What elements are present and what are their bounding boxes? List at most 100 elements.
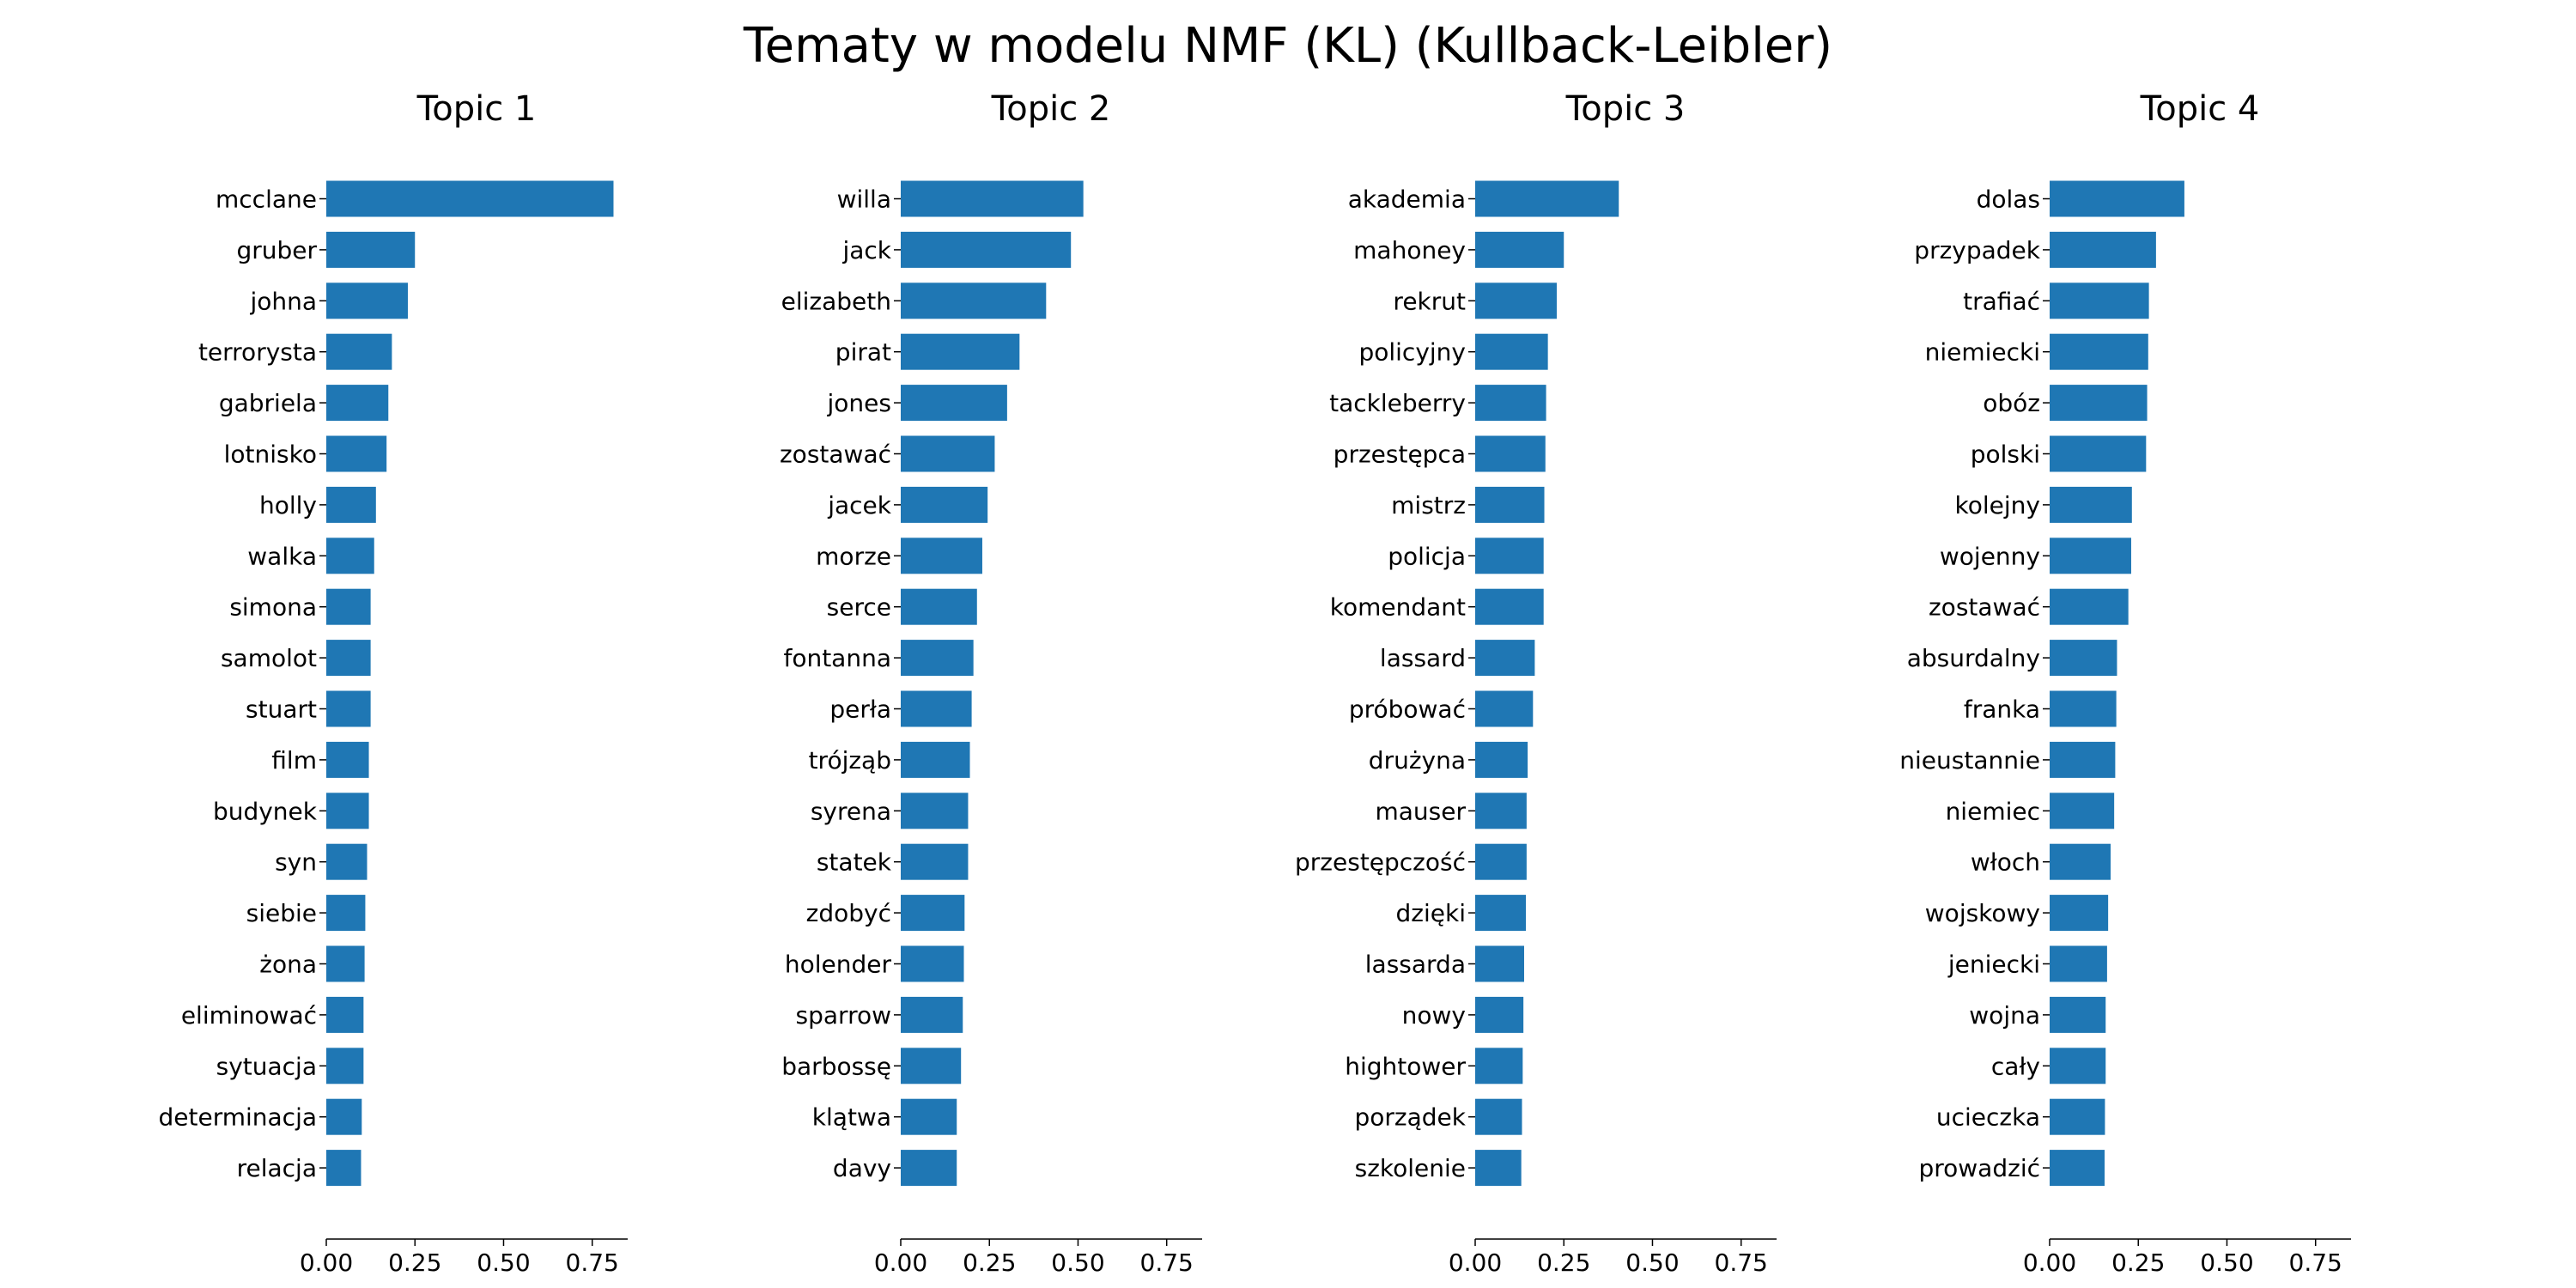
word-label: fontanna [783, 644, 891, 672]
bar [901, 231, 1072, 268]
bar [1475, 231, 1564, 268]
word-label: rekrut [1393, 287, 1466, 315]
bar [326, 945, 365, 982]
bar [2050, 843, 2111, 880]
bar [1475, 895, 1527, 932]
word-label: siebie [246, 899, 317, 927]
word-label: próbować [1349, 696, 1466, 724]
topic-panel-3: Topic 3 akademia mahoney rekrut policyjny tac… [1295, 89, 1777, 1277]
word-label: mcclane [216, 185, 317, 214]
bar [2050, 1150, 2105, 1187]
panel-title: Topic 4 [2140, 89, 2260, 129]
bar [901, 180, 1084, 217]
word-label: zostawać [780, 440, 891, 469]
word-label: nowy [1402, 1001, 1466, 1030]
bar [1475, 996, 1524, 1033]
word-label: akademia [1348, 185, 1466, 214]
word-label: przestępca [1334, 440, 1466, 469]
word-label: hightower [1345, 1052, 1466, 1080]
word-label: drużyna [1369, 746, 1466, 775]
word-label: jeniecki [1947, 951, 2040, 979]
bar [1475, 333, 1548, 370]
bar [2050, 1048, 2106, 1084]
bar [1475, 486, 1545, 523]
topic-panel-4: Topic 4 dolas przypadek trafiać niemiecki obó… [1899, 89, 2351, 1277]
word-label: trafiać [1963, 287, 2040, 315]
bar [2050, 690, 2117, 727]
bar [2050, 741, 2116, 778]
panel-title: Topic 3 [1565, 89, 1686, 129]
bar [2050, 945, 2107, 982]
bar [2050, 180, 2184, 217]
bar [2050, 283, 2149, 319]
x-tick-label: 0.75 [566, 1249, 619, 1277]
word-label: holly [259, 491, 317, 519]
word-label: franka [1964, 696, 2040, 724]
bar [2050, 996, 2106, 1033]
bar [1475, 843, 1527, 880]
x-tick-label: 0.75 [1715, 1249, 1768, 1277]
x-tick-label: 0.00 [2023, 1249, 2076, 1277]
word-label: zdobyć [806, 899, 891, 927]
bar [326, 538, 374, 574]
word-label: serce [827, 593, 891, 622]
word-label: zostawać [1929, 593, 2040, 622]
word-label: cały [1991, 1052, 2040, 1080]
word-label: budynek [213, 797, 318, 825]
bar [1475, 385, 1546, 422]
bar [901, 640, 974, 677]
bar [1475, 1150, 1522, 1187]
bar [901, 333, 1020, 370]
bar [2050, 435, 2147, 472]
x-tick-label: 0.50 [477, 1249, 530, 1277]
word-label: jacek [827, 491, 892, 519]
bar [901, 793, 969, 829]
bar [901, 1048, 962, 1084]
panel-title: Topic 2 [991, 89, 1111, 129]
word-label: barbossę [781, 1052, 891, 1080]
word-label: statek [817, 848, 892, 877]
bar [901, 538, 982, 574]
word-label: porządek [1355, 1103, 1467, 1132]
bar [326, 1048, 364, 1084]
bar [1475, 945, 1524, 982]
word-label: johna [249, 287, 317, 315]
bar [326, 486, 376, 523]
x-tick-label: 0.25 [2111, 1249, 2165, 1277]
word-label: wojskowy [1925, 899, 2040, 927]
bar [1475, 538, 1544, 574]
bar [901, 741, 970, 778]
word-label: pirat [835, 338, 891, 367]
word-label: lassarda [1365, 951, 1466, 979]
topic-panel-2: Topic 2 willa jack elizabeth pirat jones zosta… [780, 89, 1202, 1277]
x-tick-label: 0.50 [2200, 1249, 2253, 1277]
word-label: relacja [237, 1154, 317, 1182]
bar [901, 1098, 957, 1135]
word-label: syrena [811, 797, 891, 825]
word-label: perła [829, 696, 891, 724]
word-label: sytuacja [216, 1052, 317, 1080]
bar [1475, 741, 1528, 778]
word-label: komendant [1330, 593, 1466, 622]
word-label: jones [827, 389, 891, 417]
bar [901, 1150, 957, 1187]
word-label: ucieczka [1936, 1103, 2040, 1132]
x-tick-label: 0.00 [300, 1249, 353, 1277]
bar [1475, 640, 1535, 677]
bar [1475, 283, 1557, 319]
word-label: przestępczość [1295, 848, 1466, 877]
x-tick-label: 0.75 [2289, 1249, 2342, 1277]
bar [326, 180, 614, 217]
bar [326, 640, 371, 677]
word-label: dzięki [1396, 899, 1466, 927]
word-label: syn [275, 848, 317, 877]
word-label: determinacja [158, 1103, 317, 1132]
word-label: mauser [1375, 797, 1466, 825]
word-label: włoch [1971, 848, 2040, 877]
word-label: simona [229, 593, 317, 622]
word-label: prowadzić [1918, 1154, 2040, 1182]
bar [2050, 538, 2131, 574]
bar [2050, 588, 2129, 625]
word-label: niemiec [1946, 797, 2040, 825]
bar [326, 895, 366, 932]
